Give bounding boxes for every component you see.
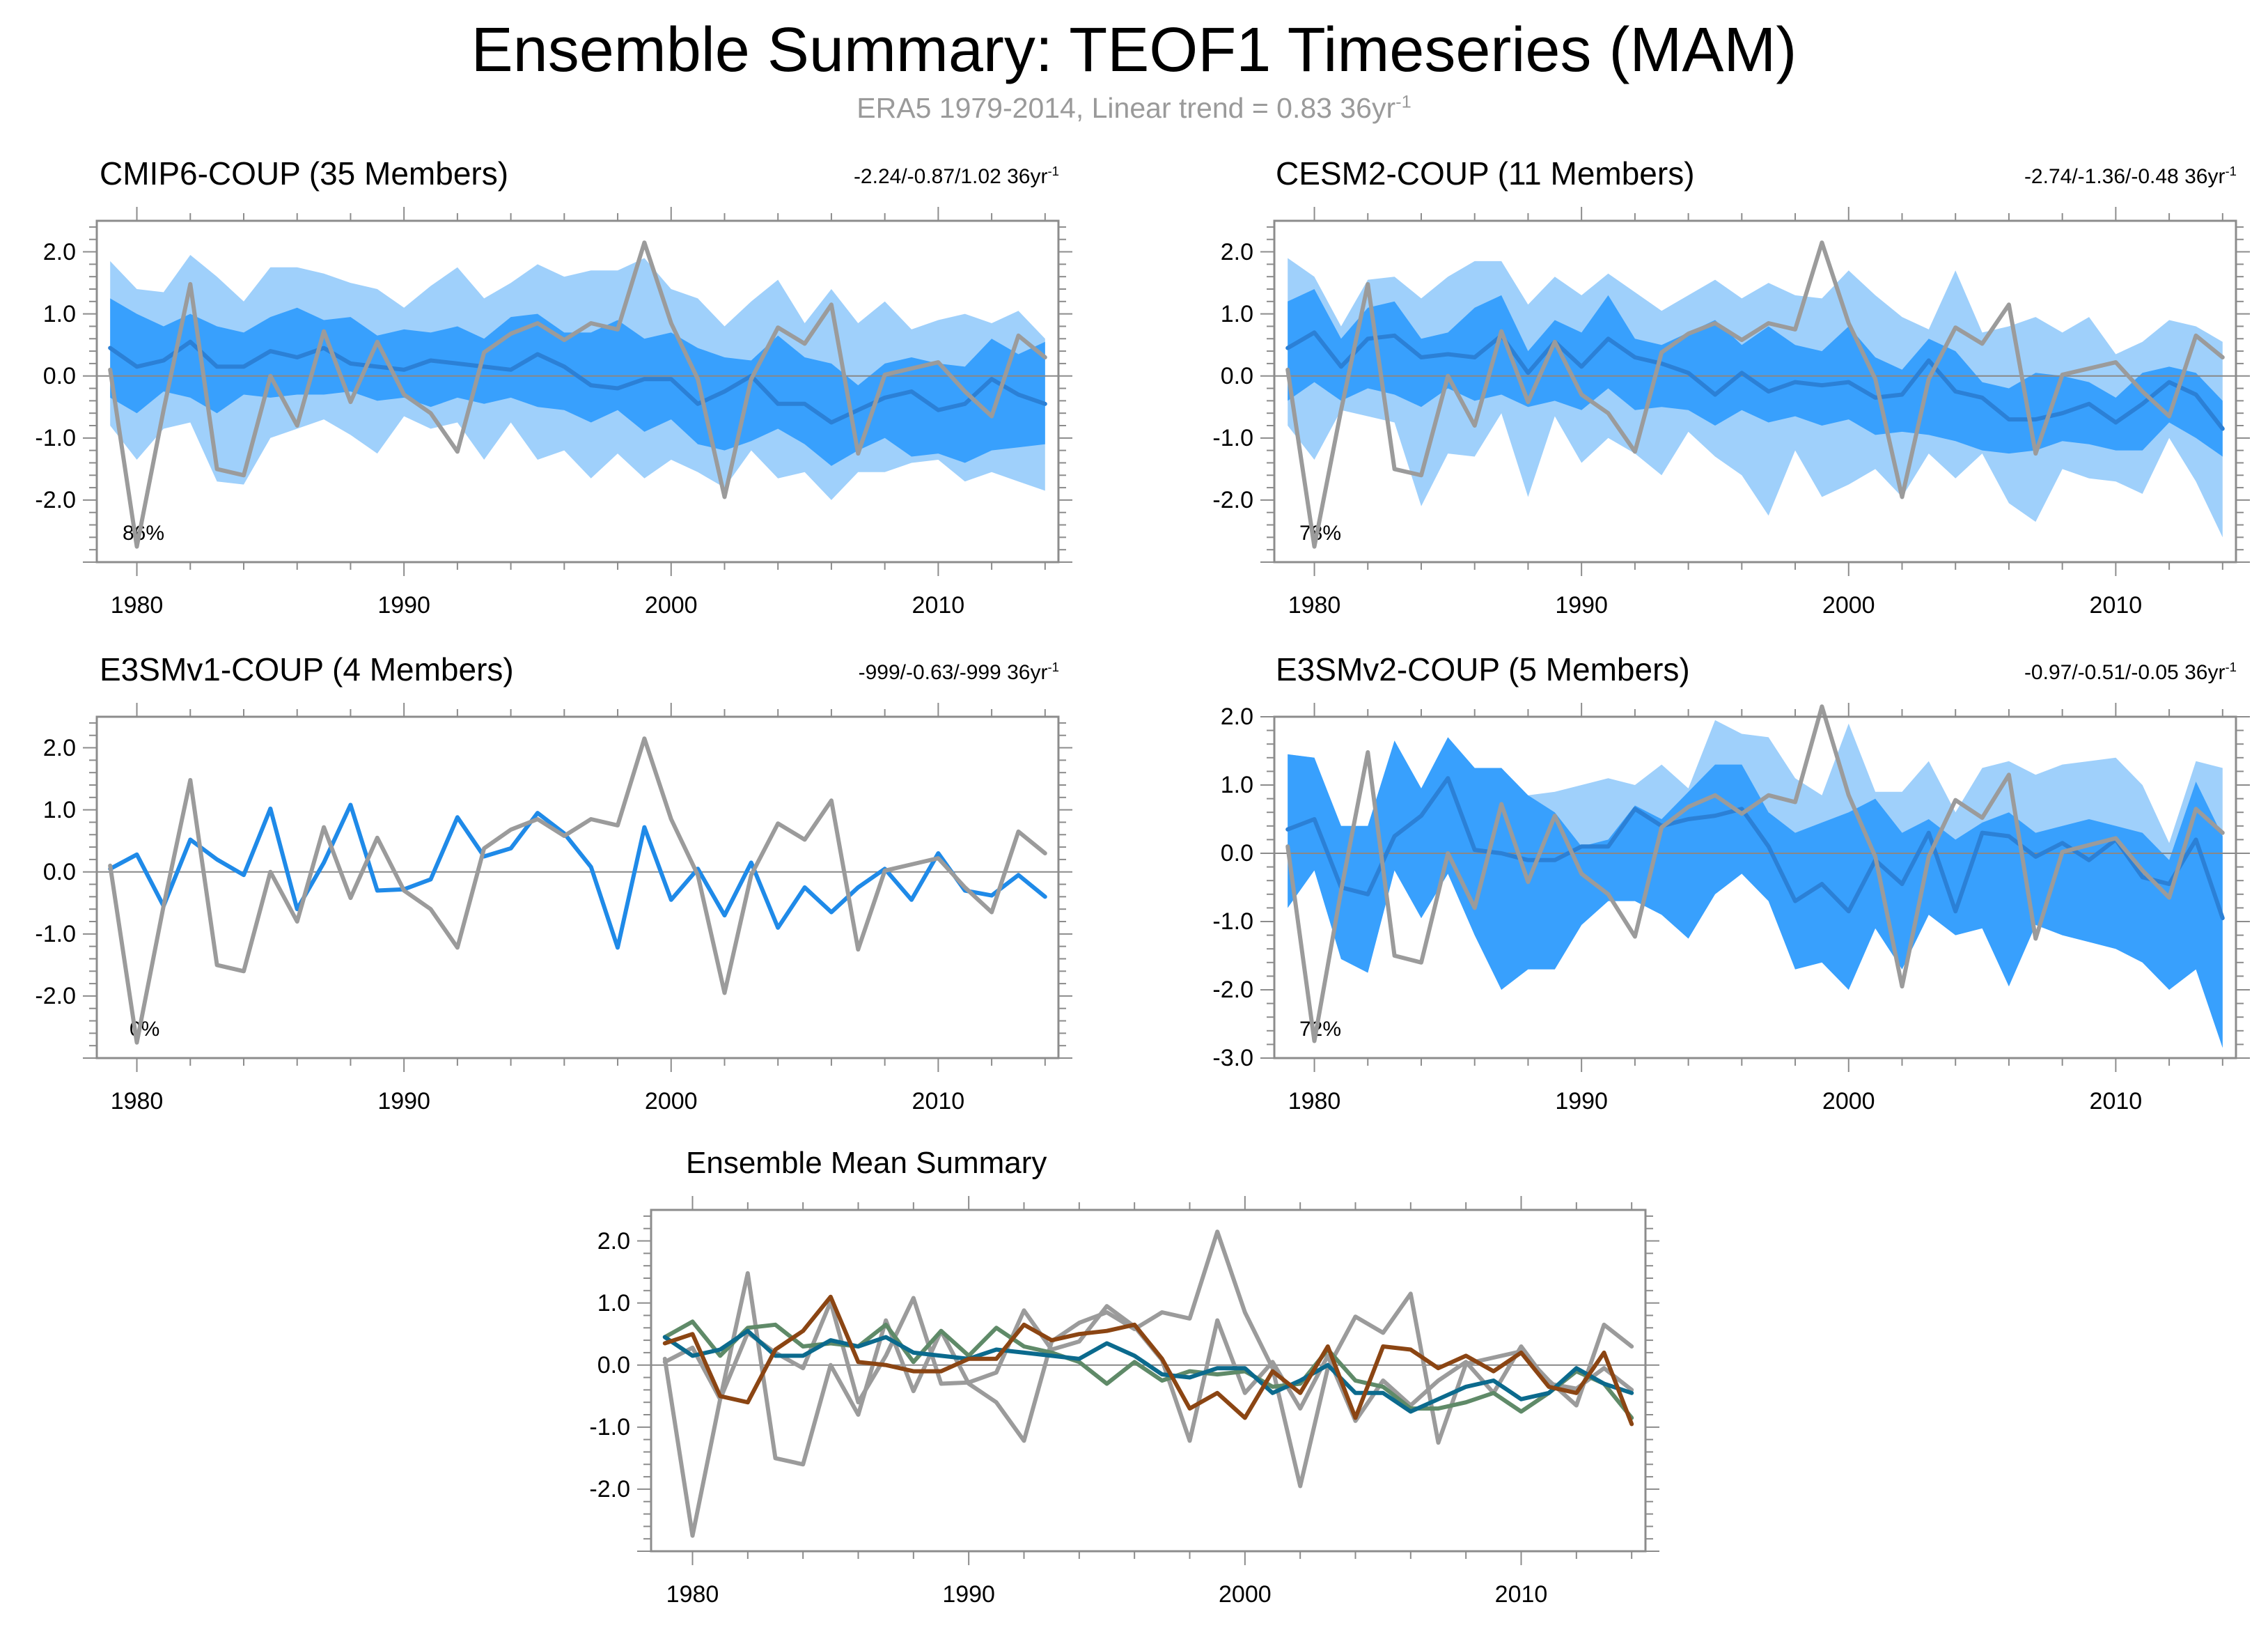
ytick-label-e3smv2: -3.0 (1212, 1045, 1253, 1071)
ytick-label-cmip6: -1.0 (35, 424, 76, 451)
panel-title-summary: Ensemble Mean Summary (686, 1146, 1047, 1180)
xtick-label-e3smv1: 1990 (377, 1088, 430, 1114)
chart-cesm2 (1260, 207, 2250, 576)
ytick-label-e3smv2: 1.0 (1220, 772, 1253, 798)
ytick-label-cmip6: 1.0 (42, 300, 76, 327)
obs-line-cmip6 (108, 240, 1047, 549)
ytick-label-summary: 0.0 (597, 1351, 630, 1378)
xtick-label-summary: 2010 (1494, 1581, 1548, 1608)
xtick-label-cmip6: 1990 (377, 592, 430, 619)
subtitle-superscript: -1 (1395, 92, 1411, 112)
trend-text-cmip6: -2.24/-0.87/1.02 36yr (853, 165, 1048, 188)
panel-title-cmip6: CMIP6-COUP (35 Members) (100, 155, 509, 192)
ytick-label-cesm2: 0.0 (1220, 362, 1253, 389)
trend-text-cesm2: -2.74/-1.36/-0.48 36yr (2024, 165, 2226, 188)
ytick-label-e3smv2: -1.0 (1212, 908, 1253, 935)
xtick-label-summary: 1980 (666, 1581, 719, 1608)
band-inner-cmip6 (110, 298, 1045, 466)
xtick-label-e3smv2: 2000 (1822, 1088, 1875, 1114)
xtick-label-cesm2: 1980 (1288, 592, 1341, 619)
series-line-summary-0 (662, 1229, 1634, 1538)
trend-text-e3smv2: -0.97/-0.51/-0.05 36yr (2024, 661, 2226, 684)
chart-e3smv1 (83, 703, 1072, 1072)
trend-text-e3smv1: -999/-0.63/-999 36yr (858, 661, 1048, 684)
trend-sup-cesm2: -1 (2225, 164, 2237, 178)
panel-trend-e3smv1: -999/-0.63/-999 36yr-1 (859, 660, 1059, 685)
plot-frame-cesm2 (1273, 219, 2237, 564)
chart-e3smv2 (1260, 703, 2250, 1072)
figure-title: Ensemble Summary: TEOF1 Timeseries (MAM) (471, 15, 1797, 85)
ytick-label-cmip6: 2.0 (42, 238, 76, 265)
xtick-label-summary: 2000 (1219, 1581, 1272, 1608)
ytick-label-e3smv2: 2.0 (1220, 704, 1253, 730)
ytick-label-cmip6: 0.0 (42, 362, 76, 389)
obs-line-cesm2 (1285, 240, 2225, 549)
panel-title-e3smv1: E3SMv1-COUP (4 Members) (100, 651, 514, 688)
chart-summary (637, 1196, 1659, 1565)
xtick-label-e3smv2: 1990 (1555, 1088, 1608, 1114)
subtitle-text: ERA5 1979-2014, Linear trend = 0.83 36yr (857, 92, 1396, 124)
series-line-summary-3 (662, 1328, 1634, 1414)
xtick-label-cmip6: 1980 (110, 592, 164, 619)
band-inner-cesm2 (1288, 289, 2223, 457)
ensemble-mean-line-e3smv2 (1285, 776, 2225, 921)
trend-sup-e3smv1: -1 (1047, 660, 1059, 674)
obs-line-e3smv1 (108, 736, 1047, 1045)
xtick-label-cesm2: 2010 (2089, 592, 2143, 619)
member-line-e3smv1 (108, 802, 1047, 950)
ytick-label-e3smv1: 2.0 (42, 734, 76, 761)
panel-title-cesm2: CESM2-COUP (11 Members) (1276, 155, 1695, 192)
xtick-label-e3smv2: 2010 (2089, 1088, 2143, 1114)
ytick-label-e3smv1: -1.0 (35, 920, 76, 947)
trend-sup-e3smv2: -1 (2225, 660, 2237, 674)
xtick-label-e3smv1: 1980 (110, 1088, 164, 1114)
ytick-label-summary: 2.0 (597, 1227, 630, 1255)
xtick-label-cesm2: 2000 (1822, 592, 1875, 619)
percent-label-e3smv2: 72% (1299, 1018, 1342, 1041)
panel-trend-e3smv2: -0.97/-0.51/-0.05 36yr-1 (2024, 660, 2237, 685)
xtick-label-cmip6: 2010 (912, 592, 965, 619)
figure-subtitle: ERA5 1979-2014, Linear trend = 0.83 36yr… (0, 91, 2268, 125)
chart-cmip6 (83, 207, 1072, 576)
series-line-summary-4 (662, 1294, 1634, 1427)
panel-title-e3smv2: E3SMv2-COUP (5 Members) (1276, 651, 1690, 688)
plot-frame-summary (650, 1209, 1647, 1553)
ytick-label-e3smv2: -2.0 (1212, 977, 1253, 1003)
ytick-label-e3smv1: -2.0 (35, 982, 76, 1009)
plot-frame-e3smv2 (1273, 715, 2237, 1059)
ytick-label-summary: 1.0 (597, 1289, 630, 1316)
ytick-label-e3smv1: 0.0 (42, 858, 76, 885)
ytick-label-summary: -2.0 (589, 1475, 630, 1502)
xtick-label-e3smv1: 2000 (644, 1088, 698, 1114)
xtick-label-cmip6: 2000 (644, 592, 698, 619)
xtick-label-e3smv1: 2010 (912, 1088, 965, 1114)
panel-trend-cmip6: -2.24/-0.87/1.02 36yr-1 (854, 164, 1059, 189)
xtick-label-cesm2: 1990 (1555, 592, 1608, 619)
plot-frame-e3smv1 (95, 715, 1060, 1059)
ytick-label-e3smv2: 0.0 (1220, 840, 1253, 867)
band-inner-e3smv2 (1288, 737, 2223, 1048)
obs-line-e3smv2 (1285, 704, 2225, 1043)
ytick-label-cesm2: 1.0 (1220, 300, 1253, 327)
ensemble-mean-line-cesm2 (1285, 330, 2225, 431)
percent-label-cmip6: 86% (123, 522, 165, 545)
ytick-label-cmip6: -2.0 (35, 486, 76, 513)
panel-trend-cesm2: -2.74/-1.36/-0.48 36yr-1 (2024, 164, 2237, 189)
trend-sup-cmip6: -1 (1047, 164, 1059, 178)
xtick-label-e3smv2: 1980 (1288, 1088, 1341, 1114)
ytick-label-summary: -1.0 (589, 1413, 630, 1440)
ensemble-mean-line-cmip6 (108, 339, 1047, 425)
xtick-label-summary: 1990 (942, 1581, 995, 1608)
ytick-label-cesm2: -1.0 (1212, 424, 1253, 451)
ytick-label-cesm2: 2.0 (1220, 238, 1253, 265)
plot-frame-cmip6 (95, 219, 1060, 564)
ytick-label-cesm2: -2.0 (1212, 486, 1253, 513)
ytick-label-e3smv1: 1.0 (42, 796, 76, 823)
